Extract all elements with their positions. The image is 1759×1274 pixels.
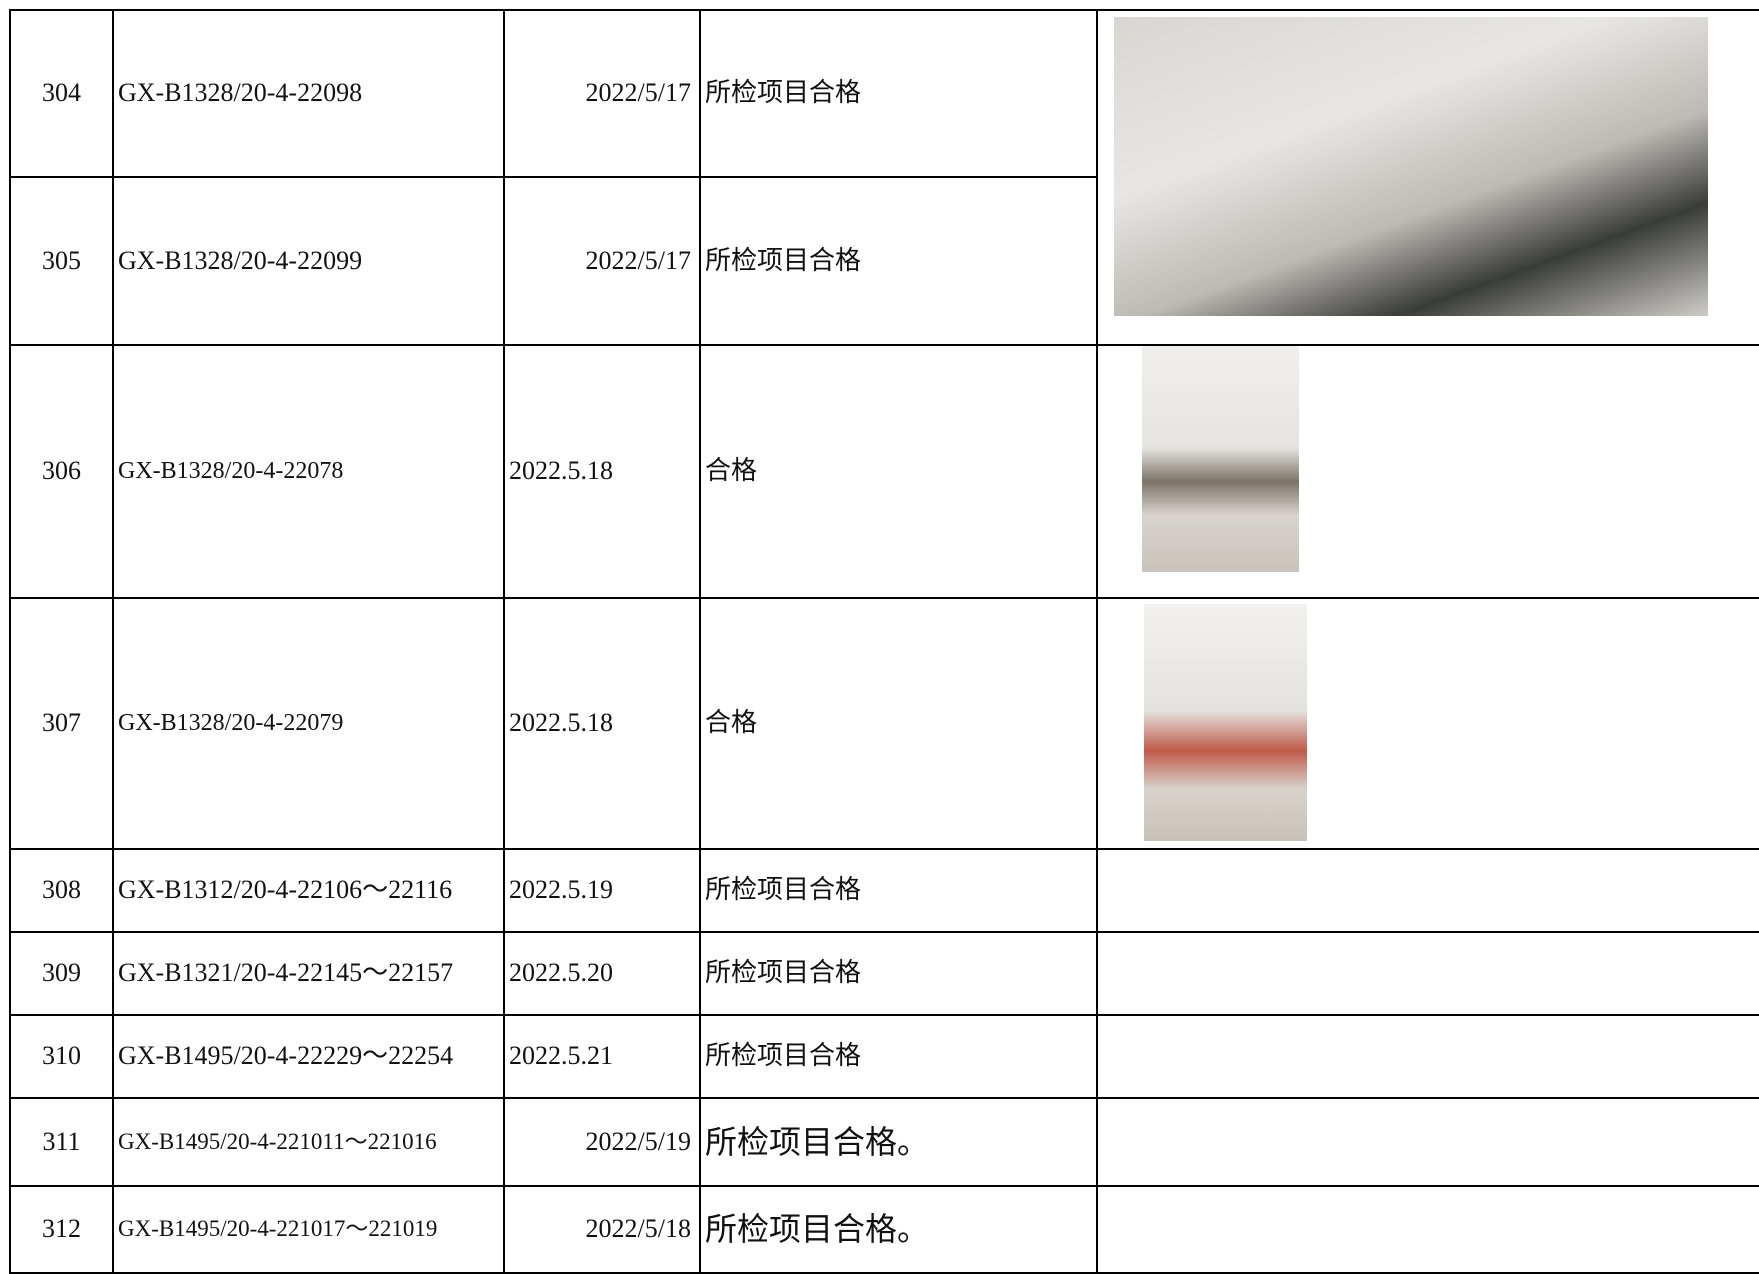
cell: 306: [42, 456, 81, 486]
column-line: [9, 9, 11, 1272]
cell: 2022/5/17: [585, 78, 691, 108]
cell: 2022/5/19: [585, 1126, 691, 1156]
row-line: [9, 176, 1096, 178]
cell: 所检项目合格: [705, 958, 862, 988]
cell: 2022/5/18: [585, 1214, 691, 1244]
cell: 所检项目合格: [705, 245, 862, 275]
cell: 309: [42, 958, 81, 988]
cell: 2022/5/17: [585, 245, 691, 275]
cell: 311: [42, 1126, 81, 1156]
cell: 2022.5.21: [509, 1041, 613, 1071]
column-line: [699, 9, 701, 1272]
photo: [1114, 17, 1708, 316]
row-line: [9, 1185, 1759, 1187]
column-line: [503, 9, 505, 1272]
cell: 所检项目合格: [705, 78, 862, 108]
cell: 所检项目合格。: [705, 1123, 930, 1160]
column-line: [112, 9, 114, 1272]
cell: 304: [42, 78, 81, 108]
cell: 2022.5.20: [509, 958, 613, 988]
cell: GX-B1495/20-4-221017～221019: [118, 1216, 438, 1242]
row-line: [9, 9, 1759, 11]
cell: 308: [42, 875, 81, 905]
cell: 所检项目合格: [705, 875, 862, 905]
cell: GX-B1328/20-4-22079: [118, 709, 344, 736]
row-line: [9, 1014, 1759, 1016]
column-line: [1096, 9, 1098, 1272]
cell: 2022.5.18: [509, 456, 613, 486]
cell: GX-B1495/20-4-221011～221016: [118, 1128, 437, 1154]
cell: GX-B1321/20-4-22145～22157: [118, 958, 454, 988]
photo: [1142, 346, 1299, 572]
row-line: [9, 931, 1759, 933]
row-line: [9, 344, 1759, 346]
cell: 2022.5.18: [509, 708, 613, 738]
cell: 305: [42, 245, 81, 275]
cell: 2022.5.19: [509, 875, 613, 905]
cell: GX-B1328/20-4-22098: [118, 78, 363, 108]
cell: 合格: [705, 708, 758, 738]
cell: 310: [42, 1041, 81, 1071]
row-line: [9, 1097, 1759, 1099]
cell: GX-B1495/20-4-22229～22254: [118, 1041, 454, 1071]
cell: 307: [42, 708, 81, 738]
cell: GX-B1328/20-4-22078: [118, 457, 344, 484]
cell: GX-B1312/20-4-22106～22116: [118, 875, 453, 905]
row-line: [9, 597, 1759, 599]
cell: 合格: [705, 456, 758, 486]
row-line: [9, 848, 1759, 850]
cell: GX-B1328/20-4-22099: [118, 245, 363, 275]
photo: [1144, 604, 1307, 841]
cell: 312: [42, 1214, 81, 1244]
cell: 所检项目合格。: [705, 1211, 930, 1248]
cell: 所检项目合格: [705, 1041, 862, 1071]
